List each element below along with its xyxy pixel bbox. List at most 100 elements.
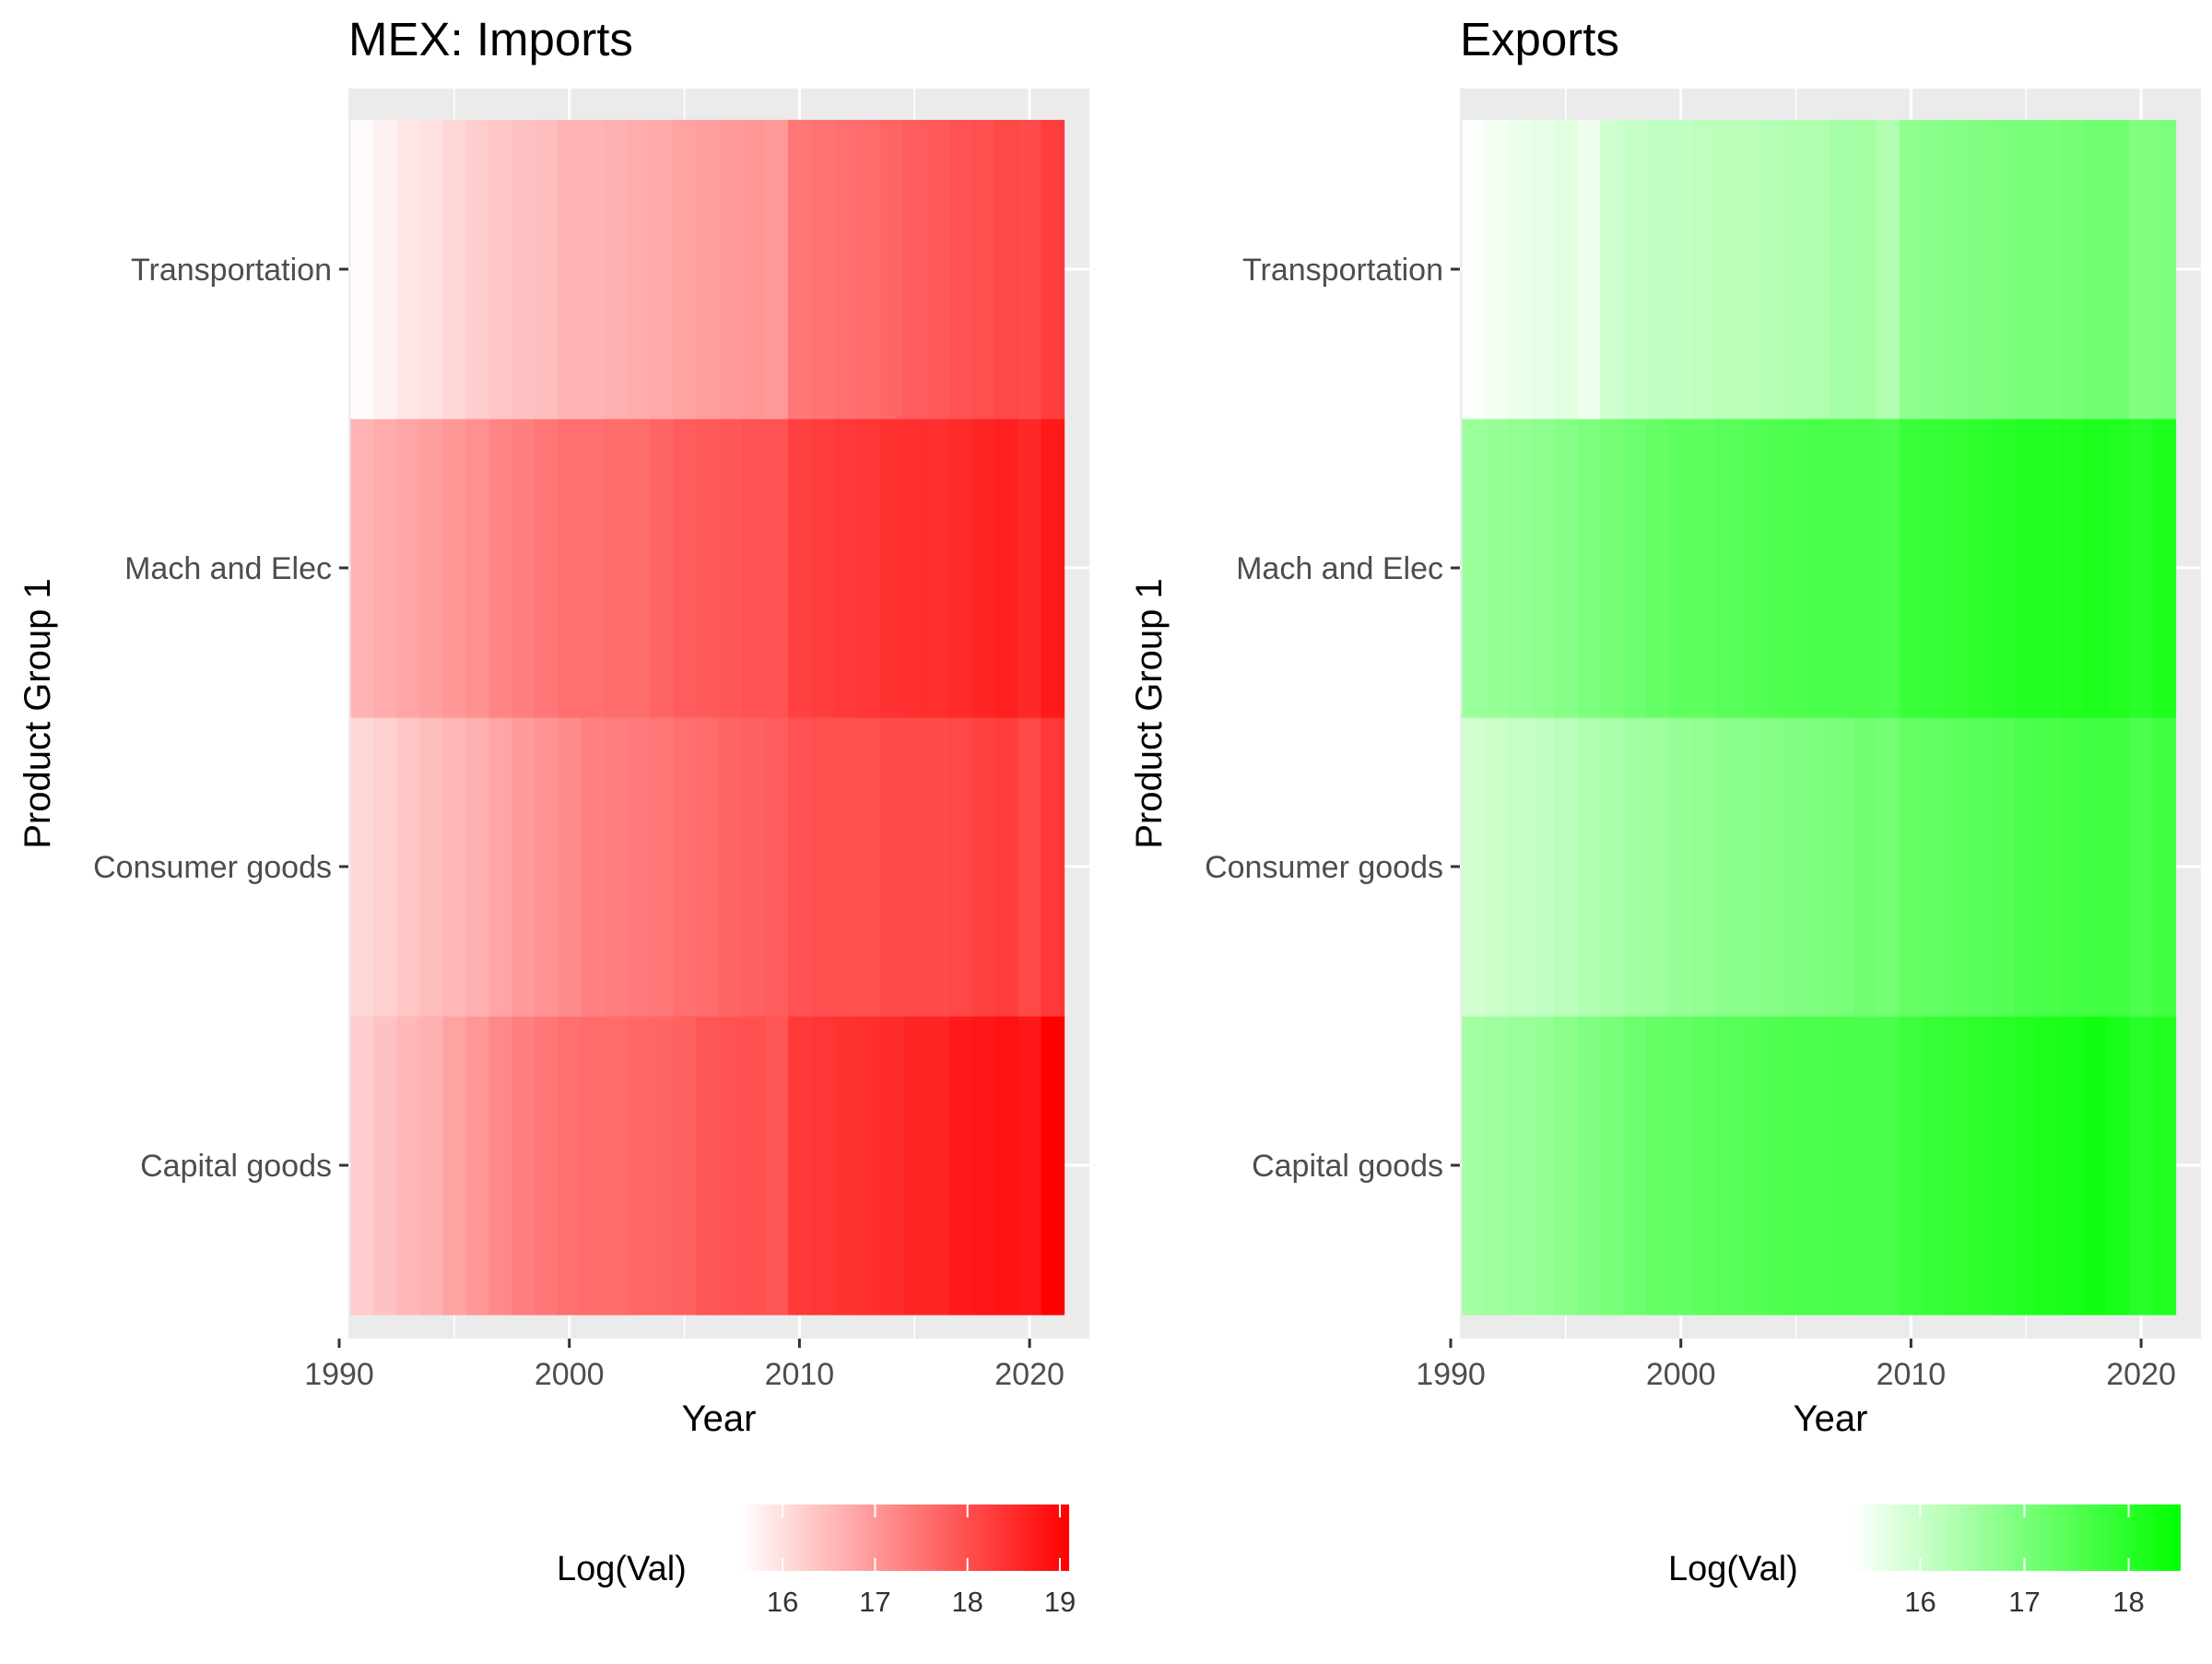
exports-heatmap-cell (1669, 717, 1693, 1017)
imports-heatmap-cell (350, 419, 375, 718)
imports-heatmap-cell (879, 419, 904, 718)
imports-legend-tick-label: 17 (859, 1586, 890, 1618)
exports-heatmap-cell (1531, 717, 1555, 1017)
exports-heatmap-cell (1577, 717, 1601, 1017)
exports-heatmap-cell (1554, 717, 1578, 1017)
exports-heatmap-cell (1485, 120, 1510, 419)
exports-heatmap-cell (1669, 1016, 1693, 1316)
imports-x-tick-label: 2000 (535, 1357, 605, 1392)
imports-heatmap-cell (558, 717, 582, 1017)
exports-heatmap-cell (2037, 419, 2062, 718)
imports-heatmap-cell (627, 419, 651, 718)
exports-heatmap-cell (1600, 717, 1624, 1017)
exports-y-axis: Capital goods Consumer goods Mach and Elec… (1205, 253, 1460, 1184)
imports-heatmap-cell (488, 717, 512, 1017)
exports-heatmap-cell (1807, 419, 1831, 718)
imports-heatmap-cell (719, 120, 743, 419)
exports-heatmap-cell (1784, 419, 1808, 718)
imports-heatmap-cell (948, 1016, 973, 1316)
exports-heatmap-cell (1646, 419, 1670, 718)
exports-x-axis: 1990 2000 2010 2020 (1416, 1339, 2176, 1392)
exports-legend-tick-label: 16 (1904, 1586, 1936, 1618)
exports-heatmap-cell (2129, 120, 2154, 419)
exports-heatmap-cell (2014, 120, 2039, 419)
imports-heatmap-cell (442, 1016, 466, 1316)
imports-heatmap-cell (1041, 120, 1065, 419)
exports-heatmap-cell (2129, 717, 2154, 1017)
imports-heatmap-cell (971, 120, 996, 419)
imports-heatmap-cell (627, 717, 651, 1017)
imports-y-tick-label: Transportation (131, 253, 332, 288)
imports-x-tick-label: 1990 (304, 1357, 374, 1392)
imports-heatmap-cell (465, 1016, 489, 1316)
imports-heatmap-cell (948, 717, 973, 1017)
imports-heatmap-cell (787, 120, 812, 419)
imports-y-axis: Capital goods Consumer goods Mach and Elec… (93, 253, 348, 1184)
exports-heatmap-cell (1669, 120, 1693, 419)
imports-heatmap-cell (925, 120, 950, 419)
exports-panel: Exports Capital goods Consumer goods Mach … (1129, 13, 2201, 1618)
imports-heatmap-cell (673, 419, 697, 718)
exports-legend-colorbar (1853, 1505, 2181, 1571)
imports-heatmap-cell (1041, 717, 1065, 1017)
exports-heatmap-cell (1807, 1016, 1831, 1316)
exports-heatmap-cell (2083, 419, 2108, 718)
imports-heatmap-cell (558, 120, 582, 419)
imports-heatmap-cell (1041, 419, 1065, 718)
imports-heatmap-cell (373, 120, 398, 419)
exports-heatmap-cell (1922, 120, 1947, 419)
imports-heatmap-cell (764, 120, 789, 419)
exports-heatmap-cell (2083, 120, 2108, 419)
imports-heatmap-cell (1018, 1016, 1042, 1316)
imports-heatmap-cell (902, 419, 927, 718)
exports-heatmap-cell (1922, 1016, 1947, 1316)
exports-heatmap-cell (2060, 1016, 2085, 1316)
exports-legend-title: Log(Val) (1668, 1550, 1798, 1588)
imports-heatmap-cell (948, 120, 973, 419)
imports-heatmap-cell (810, 717, 835, 1017)
imports-heatmap-cell (696, 419, 720, 718)
exports-legend-tick-label: 17 (2008, 1586, 2040, 1618)
exports-heatmap-cell (1784, 120, 1808, 419)
exports-heatmap-cell (1462, 120, 1487, 419)
exports-heatmap-cell (1508, 120, 1533, 419)
imports-heatmap-cell (971, 1016, 996, 1316)
exports-heatmap-cell (1899, 1016, 1924, 1316)
exports-heatmap-cell (1945, 1016, 1970, 1316)
exports-heatmap-cell (2106, 120, 2131, 419)
exports-heatmap-cell (2037, 120, 2062, 419)
imports-legend: Log(Val) 16 17 18 19 (557, 1505, 1076, 1618)
imports-y-tick-label: Capital goods (140, 1149, 332, 1184)
imports-heatmap-cell (396, 717, 421, 1017)
imports-heatmap-cell (442, 419, 466, 718)
exports-heatmap-cell (2106, 1016, 2131, 1316)
imports-heatmap-cell (971, 419, 996, 718)
imports-heatmap-cell (604, 419, 628, 718)
exports-x-tick-label: 2020 (2106, 1357, 2176, 1392)
exports-heatmap-cell (2060, 120, 2085, 419)
imports-heatmap-cell (396, 120, 421, 419)
exports-heatmap-cell (1968, 419, 1993, 718)
imports-heatmap-cell (1018, 717, 1042, 1017)
exports-heatmap-cell (1761, 419, 1785, 718)
imports-y-tick-label: Mach and Elec (124, 551, 332, 586)
imports-heatmap-cell (1041, 1016, 1065, 1316)
imports-heatmap-cell (833, 1016, 858, 1316)
exports-heatmap-cell (1692, 717, 1716, 1017)
exports-heatmap-cell (1462, 1016, 1487, 1316)
exports-heatmap-cell (1968, 717, 1993, 1017)
exports-heatmap-cell (1876, 120, 1900, 419)
exports-heatmap-cell (1623, 1016, 1647, 1316)
imports-heatmap-cell (558, 1016, 582, 1316)
exports-heatmap-cell (1531, 419, 1555, 718)
exports-heatmap-cell (1968, 120, 1993, 419)
imports-heatmap-cell (627, 1016, 651, 1316)
imports-heatmap-cell (879, 717, 904, 1017)
imports-heatmap-cell (856, 1016, 881, 1316)
exports-heatmap-cell (1738, 717, 1762, 1017)
exports-heatmap-cell (1761, 120, 1785, 419)
exports-heatmap-cell (2129, 1016, 2154, 1316)
exports-heatmap-cell (1830, 717, 1854, 1017)
imports-y-tick-label: Consumer goods (93, 850, 332, 885)
exports-heatmap-cell (1853, 120, 1877, 419)
